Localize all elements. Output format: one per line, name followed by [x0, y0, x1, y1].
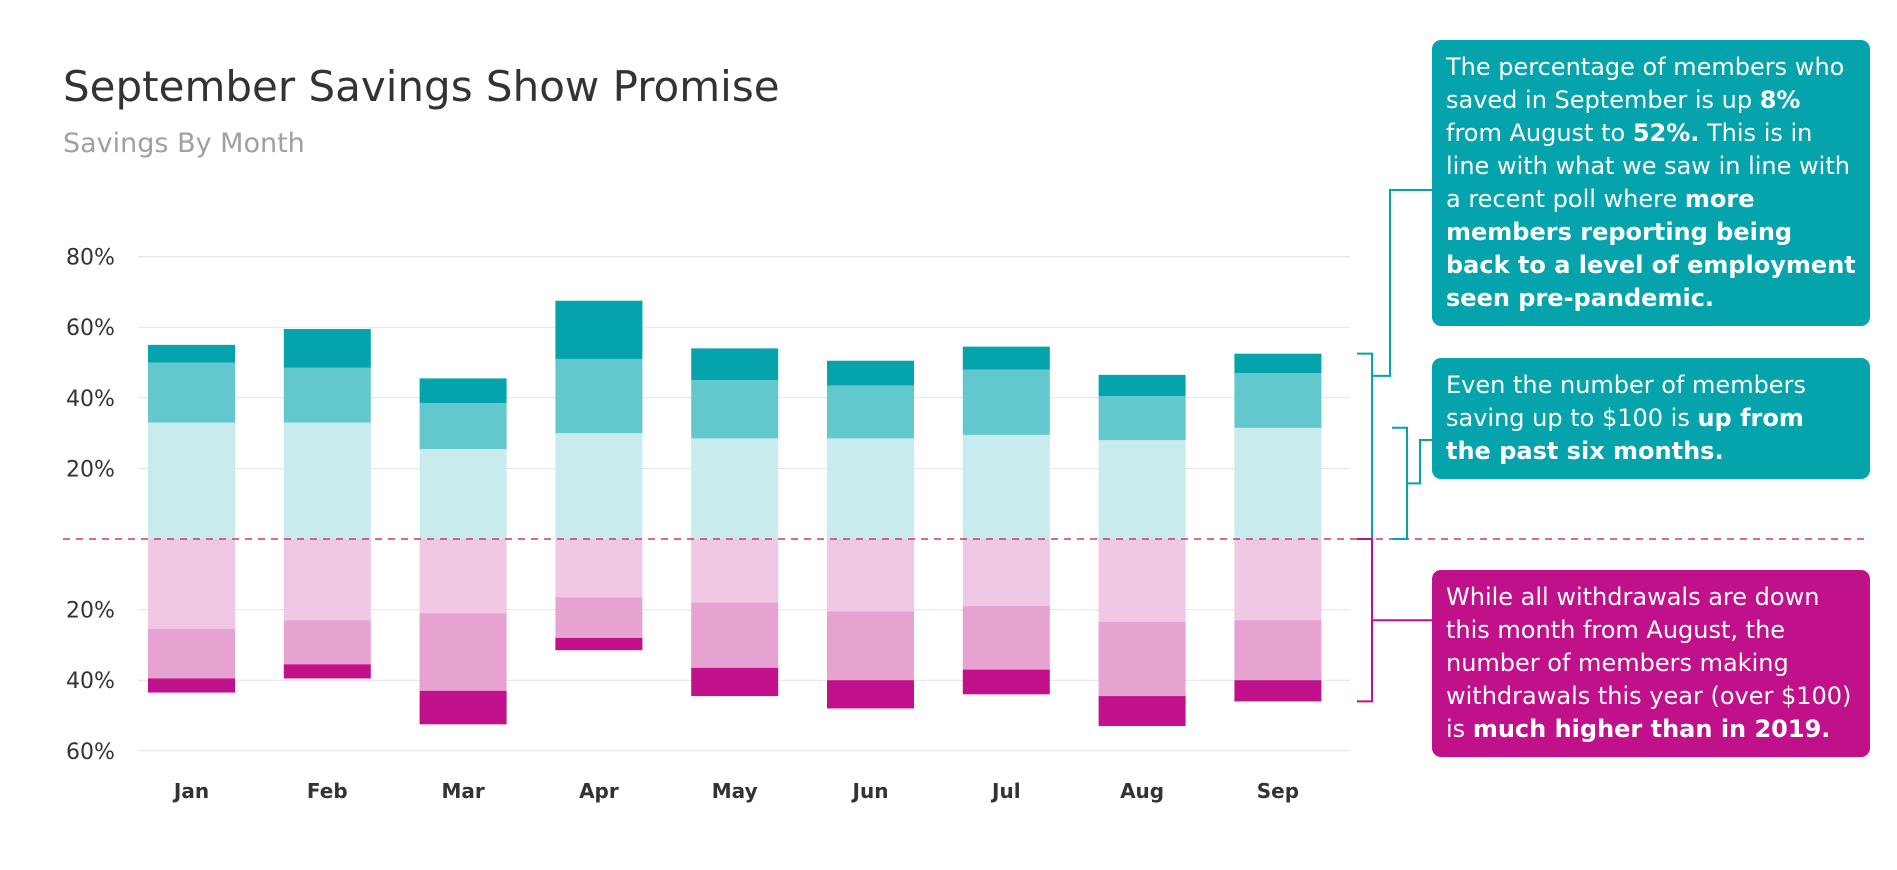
bar-savings-feb-1: [283, 422, 371, 539]
callout-emphasis-text: much higher than in 2019.: [1472, 715, 1831, 743]
bar-savings-jan-1: [148, 422, 235, 539]
bar-withdrawal-jul-2: [962, 606, 1050, 670]
bar-withdrawal-apr-2: [555, 597, 643, 638]
callout-withdrawals: While all withdrawals are down this mont…: [1432, 570, 1870, 757]
bar-withdrawal-may-1: [691, 539, 779, 603]
bar-savings-jun-1: [827, 438, 914, 539]
bar-savings-may-1: [691, 438, 779, 539]
bracket-savings-total: [1357, 352, 1373, 540]
connector-callout-2: [1407, 439, 1432, 485]
bar-withdrawal-mar-1: [419, 539, 507, 614]
callout-emphasis-text: 52%.: [1632, 119, 1700, 147]
bar-savings-may-3: [691, 348, 779, 381]
bar-savings-jan-3: [148, 344, 235, 363]
y-tick-label: 20%: [66, 457, 115, 482]
bar-withdrawal-jan-2: [148, 629, 235, 679]
connector-callout-1: [1372, 189, 1432, 377]
bar-withdrawal-jan-1: [148, 539, 235, 630]
bar-withdrawal-may-2: [691, 602, 779, 668]
x-tick-label: Feb: [307, 779, 348, 803]
x-tick-label: May: [712, 779, 758, 803]
y-tick-label: 40%: [66, 669, 115, 694]
x-tick-label: Aug: [1120, 779, 1164, 803]
bar-withdrawal-jul-3: [962, 669, 1050, 695]
bar-withdrawal-apr-3: [555, 637, 643, 651]
y-tick-label: 20%: [66, 599, 115, 624]
bar-withdrawal-jun-2: [827, 611, 914, 681]
bar-savings-sep-3: [1234, 353, 1322, 374]
y-tick-label: 80%: [66, 246, 115, 271]
bar-withdrawal-feb-3: [283, 664, 371, 679]
bar-withdrawal-sep-3: [1234, 680, 1322, 702]
bar-withdrawal-mar-2: [419, 613, 507, 691]
callout-text: The percentage of members who saved in S…: [1446, 53, 1845, 114]
y-tick-label: 60%: [66, 316, 115, 341]
callout-text: Even the number of members saving up to …: [1446, 371, 1806, 432]
bar-withdrawal-aug-2: [1098, 621, 1186, 697]
bar-savings-jun-2: [827, 385, 914, 439]
x-tick-label: Apr: [579, 779, 619, 803]
bracket-savings-small: [1392, 426, 1408, 540]
bar-withdrawal-sep-2: [1234, 620, 1322, 681]
bar-savings-jul-1: [962, 434, 1050, 539]
bar-savings-aug-3: [1098, 374, 1186, 397]
bar-savings-jan-2: [148, 362, 235, 423]
x-tick-label: Mar: [441, 779, 484, 803]
bar-withdrawal-may-3: [691, 667, 779, 697]
bar-withdrawal-aug-1: [1098, 539, 1186, 622]
bar-withdrawal-jan-3: [148, 678, 235, 693]
x-tick-label: Jul: [990, 779, 1021, 803]
bar-withdrawal-aug-3: [1098, 696, 1186, 727]
bar-withdrawal-apr-1: [555, 539, 643, 598]
chart-title: September Savings Show Promise: [63, 62, 780, 111]
chart-subtitle: Savings By Month: [63, 128, 305, 159]
bar-savings-aug-1: [1098, 440, 1186, 539]
bar-savings-jun-3: [827, 360, 914, 386]
bar-withdrawal-mar-3: [419, 690, 507, 725]
bar-withdrawal-jun-3: [827, 680, 914, 709]
bar-savings-jul-2: [962, 369, 1050, 435]
callout-emphasis-text: 8%: [1759, 86, 1801, 114]
y-tick-label: 40%: [66, 387, 115, 412]
bar-savings-apr-1: [555, 433, 643, 539]
x-tick-label: Jan: [172, 779, 209, 803]
bar-savings-feb-3: [283, 328, 371, 368]
bar-withdrawal-sep-1: [1234, 539, 1322, 621]
callout-text: from August to: [1446, 119, 1633, 147]
callout-text: This is in line with what we saw in line…: [1446, 119, 1850, 213]
callout-emphasis-text: more members reporting being back to a l…: [1446, 185, 1856, 312]
bar-savings-apr-3: [555, 300, 643, 359]
x-tick-label: Jun: [851, 779, 889, 803]
bracket-withdrawals-total: [1357, 538, 1373, 703]
bar-savings-sep-2: [1234, 373, 1322, 428]
bar-savings-apr-2: [555, 358, 643, 434]
callout-emphasis-text: up from the past six months.: [1446, 404, 1804, 465]
bar-savings-aug-2: [1098, 396, 1186, 441]
bar-withdrawal-jul-1: [962, 539, 1050, 607]
callout-text: While all withdrawals are down this mont…: [1446, 583, 1852, 743]
bar-withdrawal-feb-1: [283, 539, 371, 621]
callout-savings-percentage: The percentage of members who saved in S…: [1432, 40, 1870, 326]
bar-withdrawal-feb-2: [283, 620, 371, 665]
bar-savings-may-2: [691, 380, 779, 439]
bar-savings-mar-3: [419, 378, 507, 404]
bar-savings-sep-1: [1234, 427, 1322, 539]
bar-savings-jul-3: [962, 346, 1050, 370]
x-tick-label: Sep: [1257, 779, 1299, 803]
y-tick-label: 60%: [66, 740, 115, 765]
bar-savings-feb-2: [283, 367, 371, 423]
bar-withdrawal-jun-1: [827, 539, 914, 612]
callout-small-savers: Even the number of members saving up to …: [1432, 358, 1870, 479]
bar-savings-mar-1: [419, 448, 507, 539]
bar-savings-mar-2: [419, 403, 507, 449]
